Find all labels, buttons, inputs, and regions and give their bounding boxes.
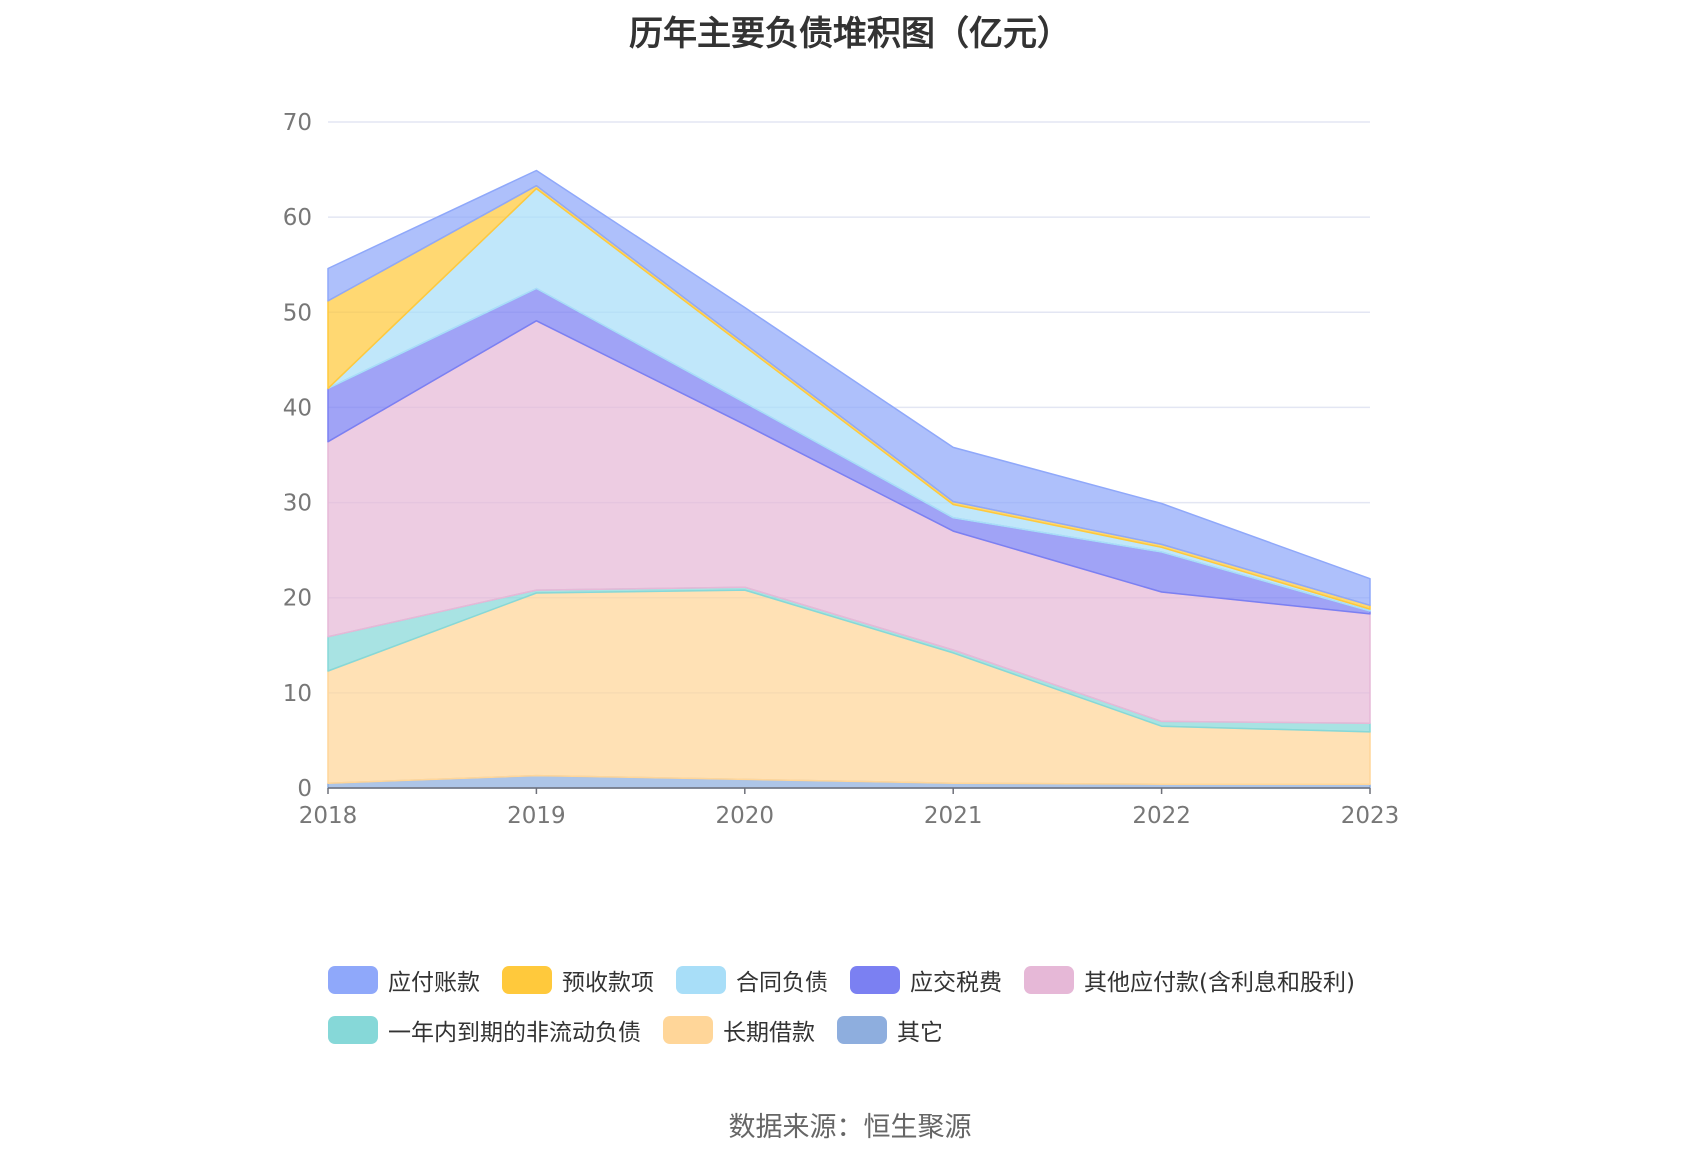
- legend-swatch: [850, 966, 900, 994]
- x-tick-label: 2021: [924, 803, 983, 829]
- area-layer: [327, 169, 1371, 789]
- legend-label: 应付账款: [388, 970, 480, 996]
- y-tick-label: 60: [283, 205, 312, 231]
- legend-swatch: [663, 1016, 713, 1044]
- legend-label: 预收款项: [562, 970, 654, 996]
- axes: 0 10 20 30 40 50 60 70 2018 2019 2020 2021 2022 2023: [283, 110, 1400, 829]
- y-tick-label: 20: [283, 586, 312, 612]
- area-series: [327, 169, 1371, 607]
- x-tick-label: 2023: [1341, 803, 1400, 829]
- legend-swatch: [837, 1016, 887, 1044]
- legend-item[interactable]: 合同负债: [676, 963, 828, 997]
- legend-item[interactable]: 预收款项: [502, 963, 654, 997]
- y-tick-label: 0: [297, 776, 312, 802]
- legend-item[interactable]: 长期借款: [663, 1013, 815, 1047]
- legend-swatch: [676, 966, 726, 994]
- legend-label: 长期借款: [723, 1020, 815, 1046]
- legend: 应付账款 预收款项 合同负债 应交税费 其他应付款(含利息和股利) 一年内到期的非流动负债…: [328, 955, 1428, 1055]
- legend-label: 其它: [897, 1020, 943, 1046]
- data-source-note: 数据来源：恒生聚源: [728, 1112, 972, 1143]
- chart-title: 历年主要负债堆积图（亿元）: [629, 14, 1071, 54]
- legend-swatch: [328, 1016, 378, 1044]
- legend-swatch: [1024, 966, 1074, 994]
- legend-swatch: [328, 966, 378, 994]
- y-tick-label: 30: [283, 491, 312, 517]
- legend-label: 其他应付款(含利息和股利): [1084, 970, 1355, 996]
- x-tick-label: 2018: [299, 803, 358, 829]
- legend-item[interactable]: 其它: [837, 1013, 943, 1047]
- legend-item[interactable]: 一年内到期的非流动负债: [328, 1013, 641, 1047]
- legend-item[interactable]: 其他应付款(含利息和股利): [1024, 963, 1355, 997]
- y-tick-label: 40: [283, 395, 312, 421]
- y-tick-label: 10: [283, 681, 312, 707]
- legend-swatch: [502, 966, 552, 994]
- y-tick-label: 70: [283, 110, 312, 136]
- legend-item[interactable]: 应交税费: [850, 963, 1002, 997]
- x-tick-label: 2020: [716, 803, 775, 829]
- legend-label: 一年内到期的非流动负债: [388, 1020, 641, 1046]
- y-tick-label: 50: [283, 300, 312, 326]
- legend-row: 应付账款 预收款项 合同负债 应交税费 其他应付款(含利息和股利): [328, 955, 1428, 1005]
- legend-label: 合同负债: [736, 970, 828, 996]
- x-tick-label: 2022: [1132, 803, 1191, 829]
- legend-row: 一年内到期的非流动负债 长期借款 其它: [328, 1005, 1428, 1055]
- legend-item[interactable]: 应付账款: [328, 963, 480, 997]
- legend-label: 应交税费: [910, 970, 1002, 996]
- x-tick-label: 2019: [507, 803, 566, 829]
